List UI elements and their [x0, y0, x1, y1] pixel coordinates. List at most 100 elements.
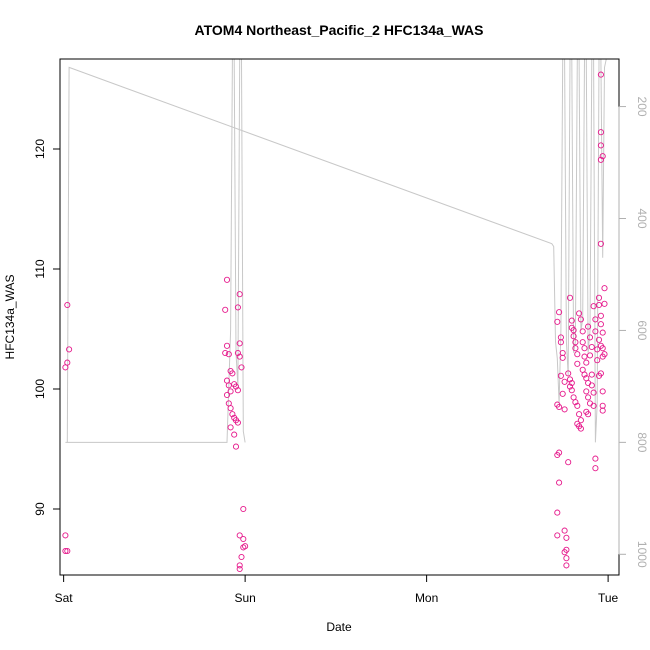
data-point: [592, 465, 599, 472]
data-point: [561, 527, 568, 534]
data-point: [234, 349, 241, 357]
y2-tick-label: 200: [635, 97, 649, 117]
data-point: [563, 534, 570, 541]
data-point: [586, 352, 594, 359]
data-point: [236, 565, 243, 573]
data-point: [568, 387, 575, 394]
data-point: [238, 364, 245, 371]
data-point: [594, 346, 601, 353]
y-axis: 90 100 110 120: [33, 139, 61, 516]
data-point: [556, 309, 563, 316]
data-point: [597, 142, 604, 149]
data-point: [225, 351, 232, 358]
y2-axis: 200 400 600 800 1000: [618, 97, 649, 568]
data-point: [601, 351, 608, 358]
data-point: [566, 383, 574, 390]
data-point: [601, 300, 608, 307]
data-point: [581, 371, 588, 378]
data-point: [577, 417, 584, 424]
data-point: [223, 391, 231, 399]
data-point: [583, 359, 590, 366]
data-point: [223, 276, 231, 283]
data-point: [570, 333, 577, 340]
data-point: [64, 547, 71, 555]
y2-tick-label: 800: [635, 432, 649, 452]
data-point: [231, 431, 238, 438]
data-point: [585, 394, 592, 401]
data-point: [597, 312, 604, 319]
data-point: [568, 324, 575, 331]
y-tick-label: 110: [33, 259, 47, 278]
x-tick-label: Sat: [55, 591, 74, 605]
data-point: [232, 383, 240, 390]
data-point: [240, 505, 247, 513]
data-point: [234, 387, 241, 394]
data-point: [554, 509, 561, 516]
data-point: [563, 555, 570, 562]
data-point: [574, 402, 581, 409]
data-point: [588, 343, 595, 351]
data-point: [568, 379, 575, 387]
data-point: [588, 382, 595, 389]
data-point: [229, 370, 236, 377]
data-point: [595, 301, 603, 309]
data-point: [597, 129, 604, 136]
data-point: [597, 321, 604, 328]
data-point: [236, 291, 243, 298]
data-point: [238, 553, 245, 561]
y2-tick-label: 400: [635, 208, 649, 228]
pressure-line-1: [65, 58, 607, 443]
data-point: [597, 71, 604, 78]
data-point: [572, 339, 579, 346]
data-point: [557, 339, 564, 346]
data-point: [585, 323, 592, 330]
data-point: [581, 353, 588, 360]
chart-title: ATOM4 Northeast_Pacific_2 HFC134a_WAS: [195, 22, 484, 38]
data-point: [594, 357, 601, 364]
data-point: [592, 316, 599, 323]
x-tick-label: Mon: [415, 591, 438, 605]
data-point: [236, 353, 243, 360]
data-point: [223, 342, 231, 349]
data-point: [559, 354, 566, 361]
data-point: [588, 371, 595, 378]
data-point: [566, 376, 574, 383]
data-point: [242, 543, 249, 550]
data-point: [565, 459, 572, 466]
data-point: [583, 388, 590, 395]
data-point: [554, 318, 561, 325]
data-point: [66, 346, 73, 353]
data-point: [597, 370, 604, 377]
data-point: [222, 306, 229, 313]
pressure-line-2: [67, 58, 246, 443]
data-point: [234, 304, 241, 311]
data-point: [556, 403, 563, 411]
data-points: [62, 71, 608, 573]
data-point: [579, 339, 586, 346]
y-tick-label: 90: [33, 502, 47, 516]
data-point: [236, 532, 243, 539]
data-point: [556, 479, 563, 486]
data-point: [232, 443, 240, 450]
data-point: [64, 301, 71, 309]
data-point: [581, 345, 588, 352]
data-point: [561, 378, 568, 385]
y-tick-label: 120: [33, 139, 47, 159]
data-point: [568, 317, 575, 324]
data-point: [229, 411, 236, 418]
data-point: [62, 364, 69, 371]
data-point: [590, 389, 597, 396]
data-point: [574, 351, 581, 358]
data-point: [592, 328, 599, 335]
data-point: [597, 156, 604, 163]
data-point: [62, 532, 69, 539]
data-point: [234, 419, 241, 426]
data-point: [592, 455, 599, 462]
pressure-lines: [65, 58, 607, 443]
data-point: [599, 329, 606, 336]
data-point: [240, 535, 247, 543]
data-point: [599, 388, 606, 395]
y-tick-label: 100: [33, 379, 47, 399]
data-point: [566, 294, 574, 301]
